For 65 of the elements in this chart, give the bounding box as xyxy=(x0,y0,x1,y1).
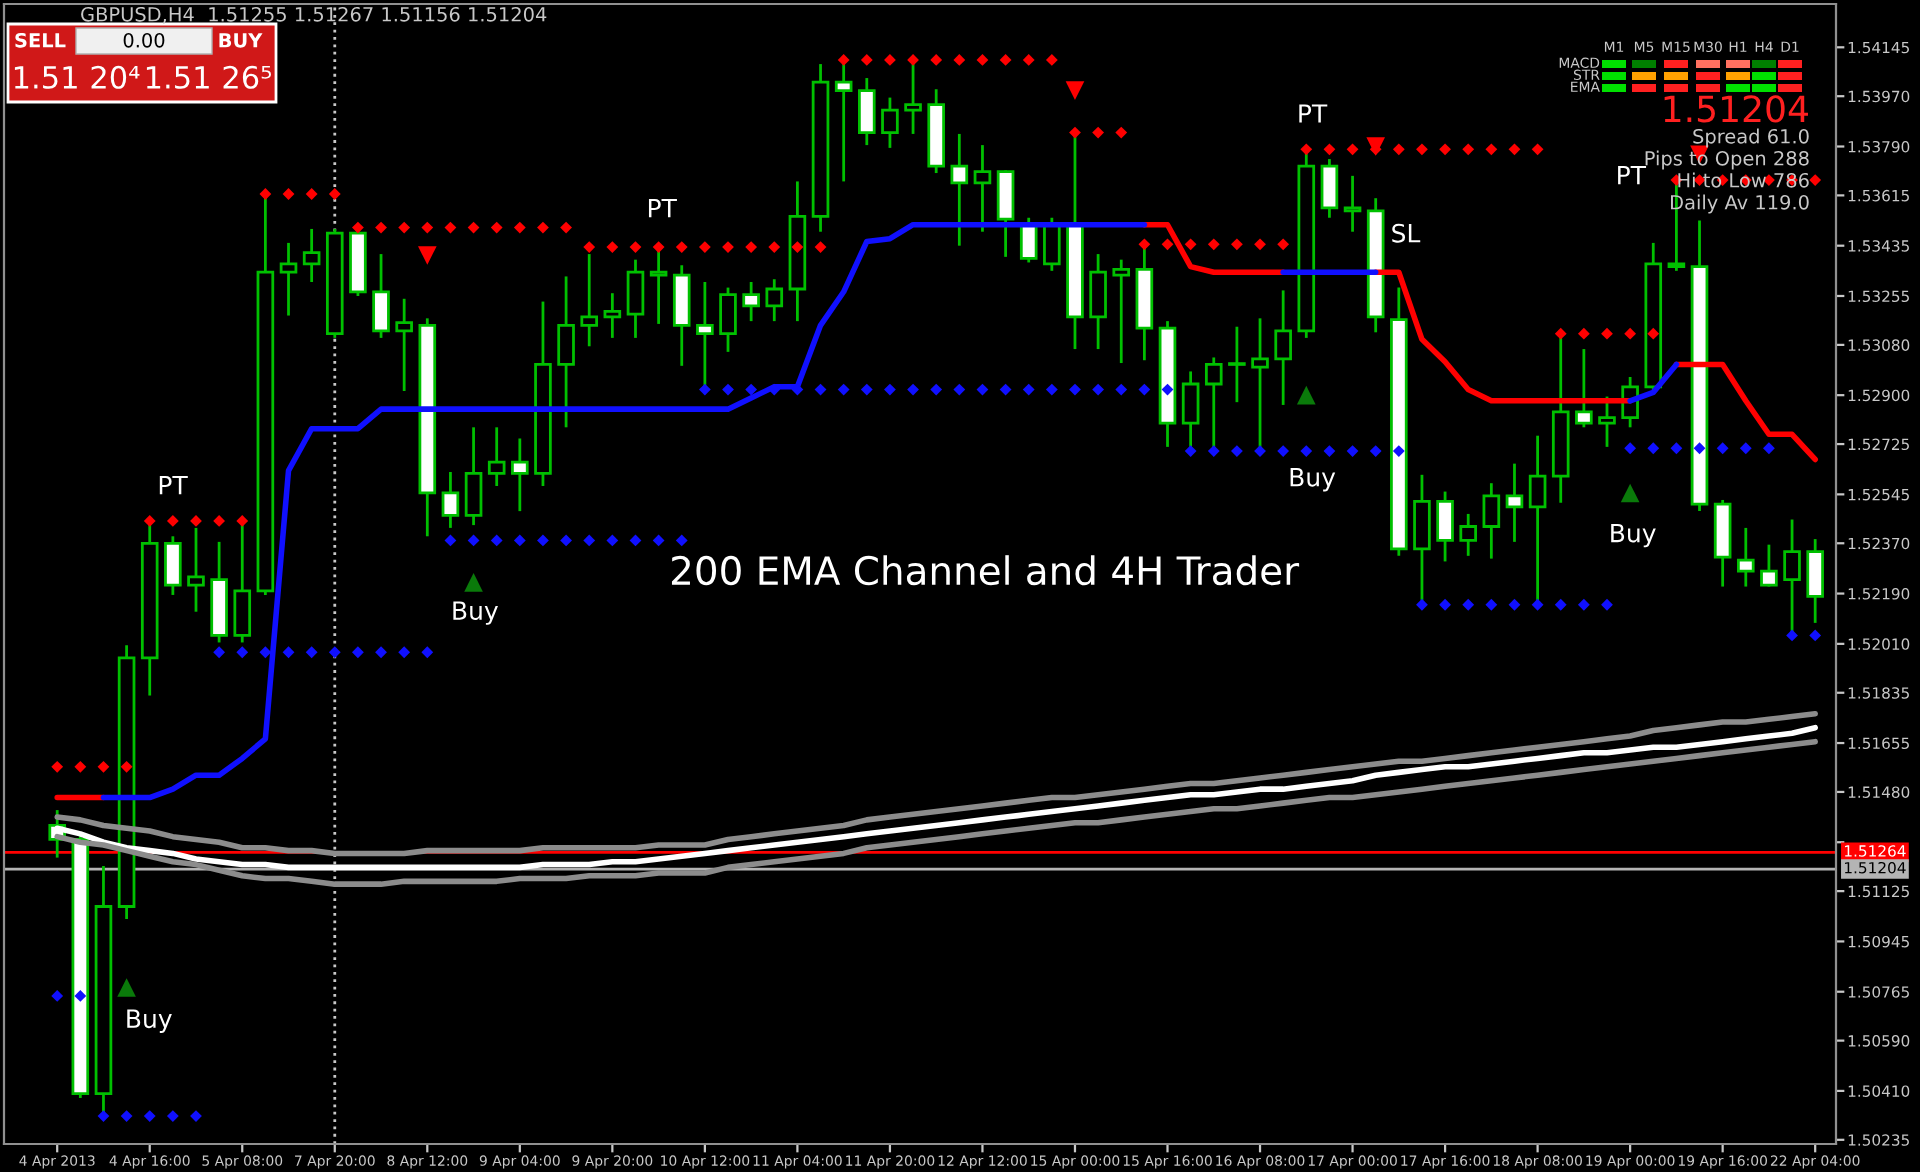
point xyxy=(1366,137,1385,156)
candlestick xyxy=(1598,396,1616,447)
candlestick xyxy=(881,97,899,148)
point xyxy=(1065,81,1085,100)
candlestick xyxy=(742,282,760,322)
annotation: 0.00 xyxy=(123,32,165,48)
point xyxy=(464,573,483,592)
annotation: PT xyxy=(648,199,677,218)
candlestick xyxy=(580,254,599,347)
annotation: SL xyxy=(1392,223,1421,243)
candlestick xyxy=(1112,259,1131,364)
candlestick xyxy=(187,527,205,612)
annotation: Buy xyxy=(127,1009,172,1033)
candlestick xyxy=(279,242,298,316)
candlestick xyxy=(1343,175,1362,232)
candlestick xyxy=(1228,326,1246,403)
candlestick xyxy=(1806,539,1824,623)
annotation: Buy xyxy=(1290,468,1336,492)
candlestick xyxy=(557,276,575,428)
candlestick xyxy=(511,438,529,512)
candlestick xyxy=(1737,527,1755,587)
annotation: Buy xyxy=(1611,523,1656,548)
candlestick xyxy=(996,170,1015,257)
annotation: SELL xyxy=(15,32,66,48)
point xyxy=(117,978,136,997)
candlestick xyxy=(1505,463,1524,542)
candlestick xyxy=(765,279,784,322)
annotation: Spread 61.0 xyxy=(1693,128,1809,148)
candlestick xyxy=(164,536,182,595)
annotation: Buy xyxy=(453,601,498,625)
candlestick xyxy=(973,145,992,232)
candlestick xyxy=(1320,159,1339,218)
candlestick xyxy=(372,254,390,338)
candlestick xyxy=(1575,349,1593,428)
point xyxy=(1620,483,1640,503)
annotation: 1.51204 xyxy=(1664,95,1808,123)
candlestick xyxy=(1436,491,1454,562)
candlestick xyxy=(1019,217,1038,263)
chart-subtitle: GBPUSD,H4 1.51255 1.51267 1.51156 1.51204 xyxy=(81,6,547,24)
candlestick xyxy=(1043,217,1061,271)
line-series xyxy=(54,710,1818,857)
candlestick xyxy=(603,293,622,338)
candlestick xyxy=(626,259,645,338)
annotation: PT xyxy=(1299,104,1328,123)
candlestick xyxy=(950,133,969,246)
candlestick xyxy=(719,287,737,352)
candlestick xyxy=(1459,513,1477,556)
candlestick xyxy=(302,228,321,283)
annotation: 1.51 20⁴ xyxy=(14,65,140,89)
annotation: PT xyxy=(159,476,188,495)
annotation: 1.51 26⁵ xyxy=(146,65,271,89)
candlestick xyxy=(441,472,460,528)
candlestick xyxy=(1089,254,1107,350)
text: 200 EMA Channel and 4H Trader xyxy=(671,555,1300,586)
candlestick xyxy=(858,78,876,146)
candlestick xyxy=(395,298,413,391)
candlestick xyxy=(1274,290,1292,405)
point xyxy=(417,246,437,265)
candlestick xyxy=(487,427,506,486)
annotation: BUY xyxy=(219,33,263,48)
point xyxy=(1296,385,1316,405)
annotation: PT xyxy=(1618,165,1647,185)
candlestick xyxy=(1760,544,1778,587)
candlestick xyxy=(1482,483,1501,559)
candlestick xyxy=(464,427,483,526)
